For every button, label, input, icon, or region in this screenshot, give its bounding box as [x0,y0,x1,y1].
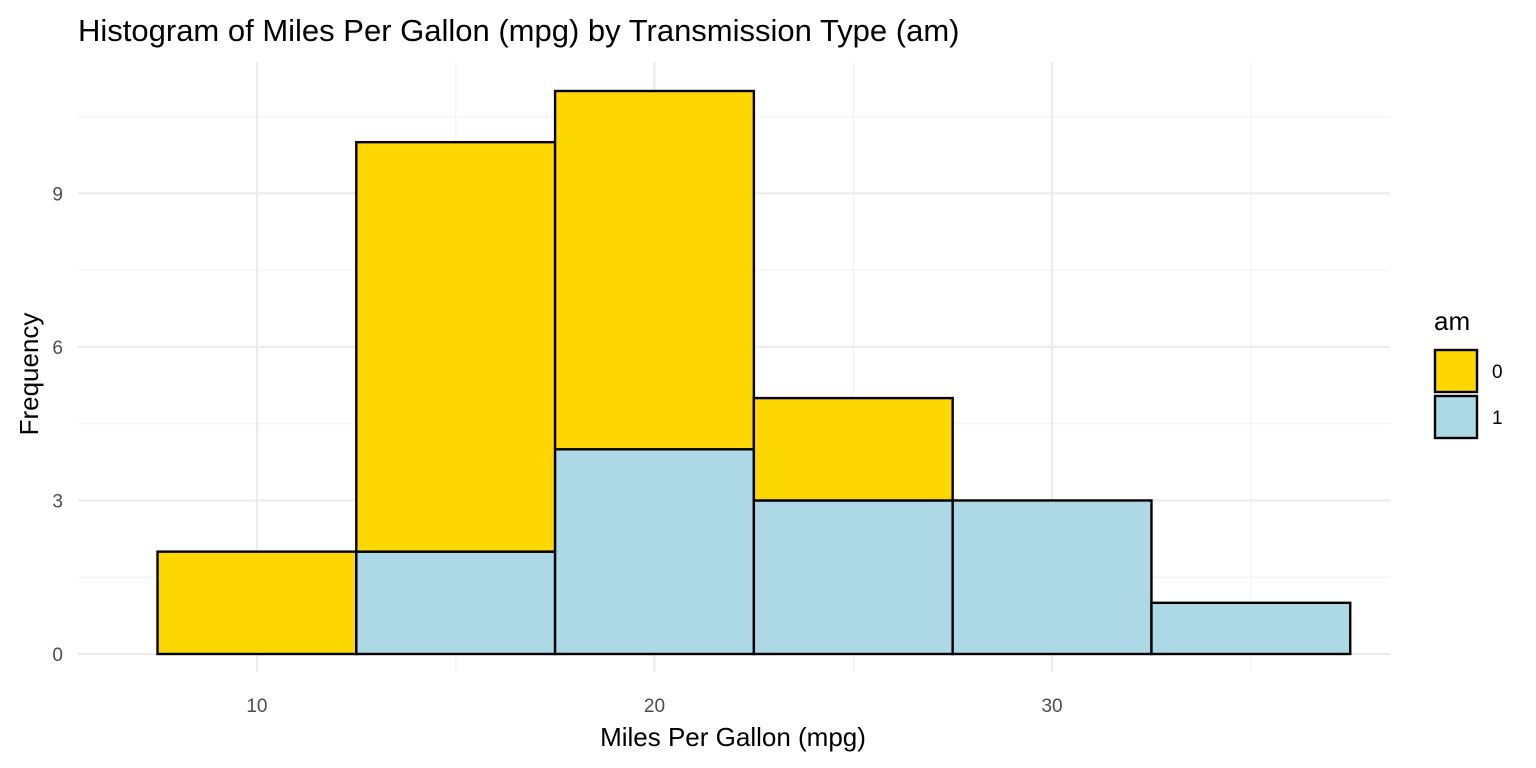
x-tick-label: 20 [644,696,665,717]
bar-am-1 [752,499,954,656]
y-tick-label: 9 [52,184,63,205]
y-tick-label: 6 [52,338,63,359]
bars [156,89,1352,656]
bar-am-0 [553,89,756,451]
bar-am-0 [156,550,358,656]
legend-label-1: 1 [1492,408,1503,429]
legend-key-0 [1433,348,1479,394]
y-axis-title: Frequency [14,313,44,436]
bar-am-0 [752,396,954,502]
legend-key-1 [1433,394,1479,440]
bar-am-1 [355,550,557,656]
legend: am 0 1 [1433,306,1503,440]
legend-label-0: 0 [1492,362,1503,383]
y-tick-labels: 0 3 6 9 [52,184,63,666]
x-tick-labels: 10 20 30 [246,696,1062,717]
bar-am-1 [553,448,756,656]
y-tick-label: 3 [52,491,63,512]
bar-am-1 [951,499,1153,656]
x-tick-label: 30 [1041,696,1062,717]
bar-am-1 [1150,601,1352,656]
legend-title: am [1434,306,1470,336]
x-axis-title: Miles Per Gallon (mpg) [600,722,866,752]
chart-title: Histogram of Miles Per Gallon (mpg) by T… [78,13,959,48]
y-tick-label: 0 [52,645,63,666]
bar-am-0 [355,140,557,553]
x-tick-label: 10 [246,696,267,717]
